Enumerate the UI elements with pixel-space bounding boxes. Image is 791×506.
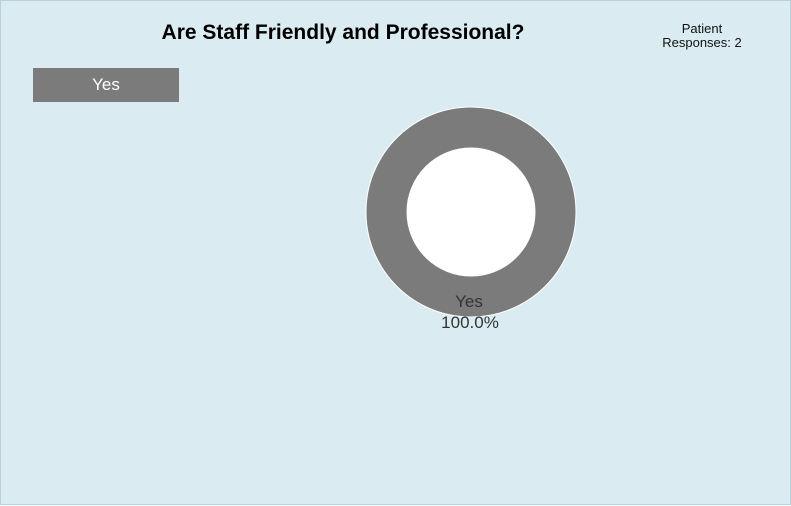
chart-title: Are Staff Friendly and Professional? [161,21,525,44]
responses-label-line2: Responses: 2 [662,35,742,50]
patient-responses-count: Patient Responses: 2 [637,22,767,50]
donut-hole [406,147,536,277]
slice-label-yes: Yes [455,292,483,311]
responses-label-line1: Patient [681,21,723,36]
legend-item-yes[interactable]: Yes [33,68,179,102]
slice-label-percent: 100.0% [441,313,499,332]
